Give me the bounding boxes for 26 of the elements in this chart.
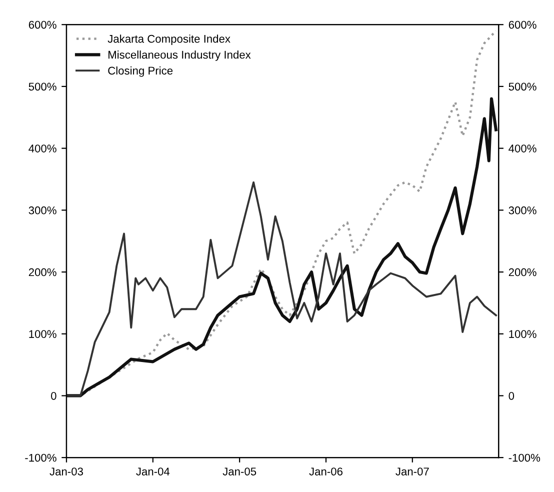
y-tick-label: 500% bbox=[28, 82, 56, 91]
line-series bbox=[66, 97, 498, 398]
x-tick-label: Jan-07 bbox=[396, 468, 429, 476]
y2-tick-label: 600% bbox=[508, 20, 536, 29]
x-tick-label: Jan-04 bbox=[136, 468, 170, 476]
y-tick-label: 600% bbox=[28, 20, 56, 29]
y-tick-label: 300% bbox=[28, 206, 56, 214]
y2-tick-label: 500% bbox=[508, 82, 536, 91]
y-tick-label: 400% bbox=[28, 144, 56, 152]
x-tick-label: Jan-06 bbox=[309, 468, 342, 476]
y2-tick-label: 100% bbox=[509, 330, 536, 338]
y-tick-label: -100% bbox=[25, 454, 56, 462]
y2-tick-label: 300% bbox=[508, 206, 536, 214]
y2-tick-label: 0 bbox=[508, 392, 514, 400]
x-tick-label: Jan-03 bbox=[50, 468, 83, 476]
line-series bbox=[66, 181, 497, 397]
legend-label: Miscellaneous Industry Index bbox=[108, 50, 251, 61]
y2-tick-label: 400% bbox=[508, 144, 536, 152]
legend-label: Closing Price bbox=[108, 66, 173, 77]
y-tick-label: 200% bbox=[28, 268, 56, 276]
y2-tick-label: -100% bbox=[508, 454, 540, 462]
x-tick-label: Jan-05 bbox=[222, 468, 256, 476]
y2-tick-label: 200% bbox=[508, 268, 536, 276]
y-tick-label: 0 bbox=[51, 392, 56, 400]
y-tick-label: 100% bbox=[29, 330, 56, 338]
legend-label: Jakarta Composite Index bbox=[108, 34, 230, 45]
